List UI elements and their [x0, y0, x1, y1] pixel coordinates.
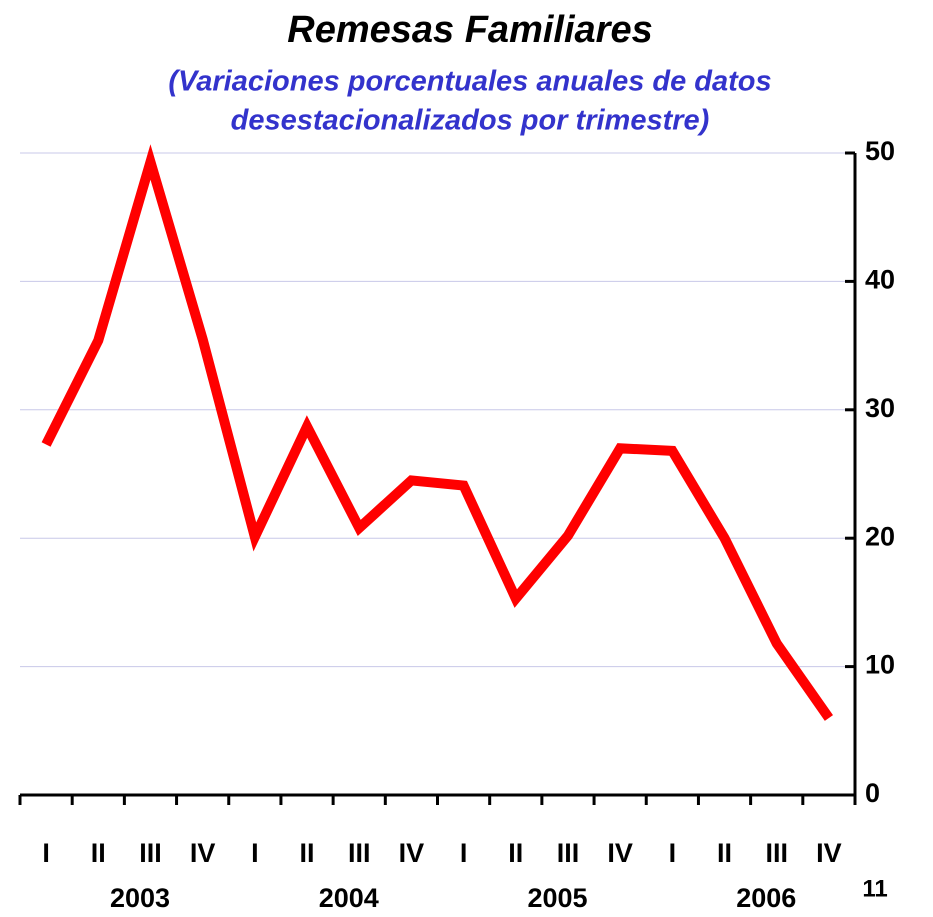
x-tick-label: IV: [399, 838, 425, 868]
x-tick-label: I: [251, 838, 259, 868]
x-tick-label: IV: [190, 838, 216, 868]
x-group-label: 2006: [736, 883, 796, 913]
y-tick-label: 10: [865, 650, 895, 680]
x-tick-label: II: [300, 838, 315, 868]
y-tick-label: 50: [865, 136, 895, 166]
x-group-label: 2004: [319, 883, 379, 913]
x-tick-label: I: [42, 838, 50, 868]
x-group-label: 2003: [110, 883, 170, 913]
chart-subtitle: desestacionalizados por trimestre): [231, 105, 710, 137]
y-tick-label: 0: [865, 778, 880, 808]
y-tick-label: 20: [865, 521, 895, 551]
x-tick-label: II: [717, 838, 732, 868]
chart-subtitle: (Variaciones porcentuales anuales de dat…: [168, 66, 771, 98]
x-group-label: 2005: [527, 883, 587, 913]
x-tick-label: II: [508, 838, 523, 868]
y-tick-label: 40: [865, 265, 895, 295]
x-tick-label: IV: [816, 838, 842, 868]
page-number: 11: [862, 875, 887, 902]
x-tick-label: II: [91, 838, 106, 868]
line-series: [41, 144, 834, 721]
x-tick-label: IV: [607, 838, 633, 868]
x-tick-label: III: [348, 838, 371, 868]
chart-title: Remesas Familiares: [287, 9, 652, 51]
y-tick-label: 30: [865, 393, 895, 423]
x-tick-label: III: [765, 838, 788, 868]
x-tick-label: I: [669, 838, 677, 868]
x-tick-label: I: [460, 838, 468, 868]
x-tick-label: III: [557, 838, 580, 868]
x-tick-label: III: [139, 838, 162, 868]
